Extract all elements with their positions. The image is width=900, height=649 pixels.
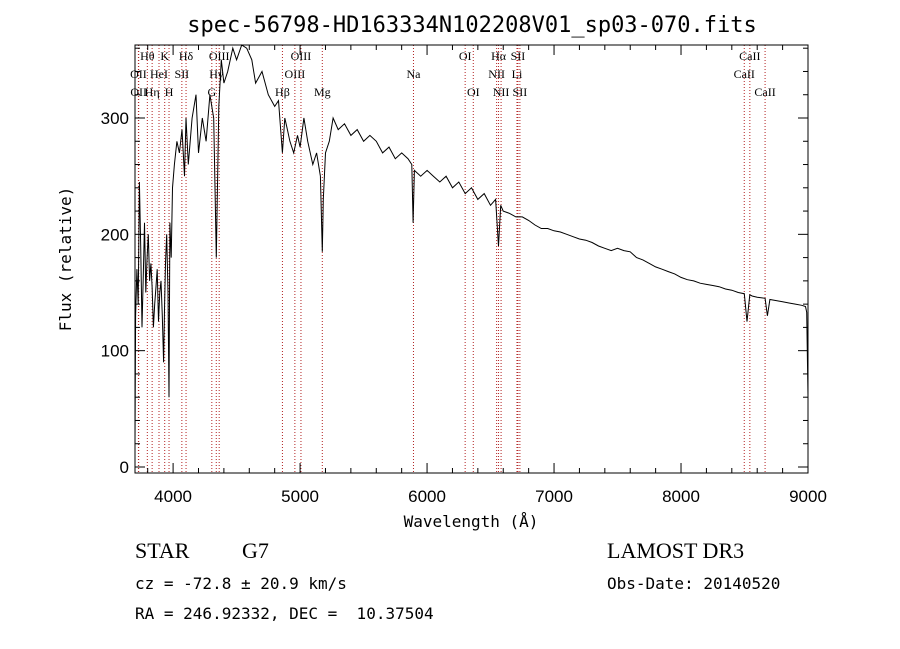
y-axis-label: Flux (relative) [56, 187, 75, 332]
spectral-line-label: CaII [754, 85, 775, 99]
spectral-line-label: Mg [314, 85, 331, 99]
chart-title: spec-56798-HD163334N102208V01_sp03-070.f… [187, 13, 757, 38]
y-tick-label: 0 [120, 458, 129, 477]
coordinates-text: RA = 246.92332, DEC = 10.37504 [135, 604, 434, 623]
object-class: STAR [135, 538, 190, 563]
spectral-line-label: NII [488, 67, 505, 81]
spectral-line-label: OIII [209, 49, 230, 63]
spectral-line-label: Hγ [209, 67, 224, 81]
spectral-line-label: H [165, 85, 174, 99]
spectral-line-label: K [160, 49, 169, 63]
spectral-line-label: OIII [285, 67, 306, 81]
x-tick-label: 6000 [408, 487, 446, 506]
spectral-line-label: Hθ [140, 49, 155, 63]
spectral-line-label: HeI [150, 67, 168, 81]
y-tick-label: 100 [101, 342, 129, 361]
plot-frame [134, 44, 809, 474]
observation-date: Obs-Date: 20140520 [607, 574, 781, 593]
spectral-line-label: SII [513, 85, 528, 99]
x-axis-label: Wavelength (Å) [404, 512, 539, 531]
spectral-line-label: SII [175, 67, 190, 81]
spectral-line-label: OI [459, 49, 472, 63]
object-subclass: G7 [242, 538, 269, 563]
x-tick-label: 8000 [662, 487, 700, 506]
spectral-line-label: Hη [145, 85, 160, 99]
spectral-line-label: OI [467, 85, 480, 99]
spectral-line-label: NII [493, 85, 510, 99]
spectral-line-label: Hα [491, 49, 507, 63]
x-tick-label: 7000 [535, 487, 573, 506]
spectral-line-label: Hβ [275, 85, 290, 99]
spectral-line-label: SII [511, 49, 526, 63]
flux-series-line [134, 44, 809, 444]
spectral-line-label: Na [406, 67, 421, 81]
y-tick-label: 300 [101, 109, 129, 128]
y-axis: 0 100 200 300 [101, 47, 808, 477]
x-tick-label: 5000 [281, 487, 319, 506]
redshift-text: cz = -72.8 ± 20.9 km/s [135, 574, 347, 593]
spectral-line-label: CaII [734, 67, 755, 81]
x-tick-label: 4000 [154, 487, 192, 506]
spectral-line-label: Li [512, 67, 523, 81]
spectral-line-label: OIII [291, 49, 312, 63]
x-tick-label: 9000 [789, 487, 827, 506]
spectral-line-label: G [207, 85, 216, 99]
survey-name: LAMOST DR3 [607, 538, 745, 563]
spectral-line-markers [137, 45, 766, 473]
x-axis: 4000 5000 6000 7000 8000 9000 [147, 45, 827, 506]
spectral-line-label: OII [130, 67, 147, 81]
spectral-line-label: Hδ [179, 49, 194, 63]
spectral-line-label: CaII [739, 49, 760, 63]
y-tick-label: 200 [101, 225, 129, 244]
